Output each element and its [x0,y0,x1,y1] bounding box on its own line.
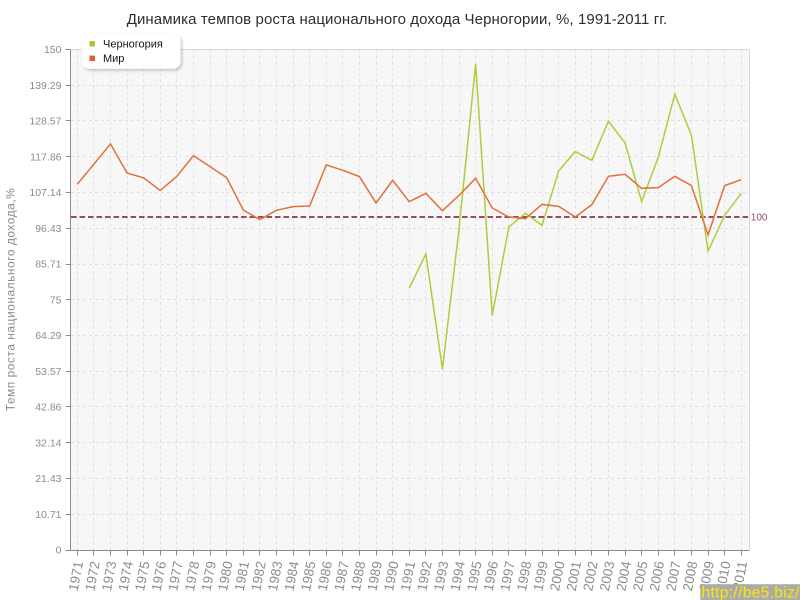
svg-text:0: 0 [56,545,62,557]
svg-text:107.14: 107.14 [29,187,61,199]
svg-text:1994: 1994 [448,559,469,592]
svg-text:150: 150 [44,44,62,56]
svg-text:100: 100 [751,212,768,223]
svg-text:1985: 1985 [298,560,318,592]
svg-text:2006: 2006 [647,560,667,592]
svg-text:1983: 1983 [265,560,285,592]
svg-text:2005: 2005 [630,560,650,592]
svg-text:1988: 1988 [348,560,368,592]
svg-text:1998: 1998 [514,560,534,592]
svg-text:Мир: Мир [103,53,124,65]
svg-text:32.14: 32.14 [35,437,61,449]
svg-text:1999: 1999 [531,560,551,592]
svg-text:2009: 2009 [697,560,717,592]
svg-text:117.86: 117.86 [30,151,61,163]
svg-text:Темп роста национального доход: Темп роста национального дохода,% [4,188,18,412]
svg-text:1976: 1976 [149,560,169,592]
svg-text:1974: 1974 [116,559,137,592]
svg-text:1980: 1980 [215,560,235,592]
svg-text:1982: 1982 [248,560,268,592]
svg-text:1989: 1989 [365,560,385,592]
svg-text:1975: 1975 [132,560,152,592]
svg-text:2007: 2007 [663,560,683,592]
svg-text:1992: 1992 [414,560,434,592]
svg-text:128.57: 128.57 [29,116,61,128]
svg-text:1993: 1993 [431,560,451,592]
svg-text:Черногория: Черногория [103,38,163,50]
svg-text:1995: 1995 [464,560,484,592]
svg-text:Динамика темпов роста национал: Динамика темпов роста национального дохо… [127,11,668,28]
svg-text:53.57: 53.57 [35,366,61,378]
svg-text:1991: 1991 [398,560,418,592]
svg-text:42.86: 42.86 [35,402,61,414]
svg-text:2001: 2001 [564,560,584,592]
svg-text:1997: 1997 [497,560,517,592]
svg-text:2008: 2008 [680,560,700,592]
svg-text:1986: 1986 [315,560,335,592]
svg-text:21.43: 21.43 [35,473,61,485]
svg-text:1990: 1990 [381,560,401,592]
svg-text:http://be5.biz/: http://be5.biz/ [702,584,800,600]
svg-text:2002: 2002 [580,560,600,592]
svg-text:2010: 2010 [713,560,733,592]
svg-text:75: 75 [50,294,62,306]
svg-text:1978: 1978 [182,560,202,592]
svg-text:2004: 2004 [614,559,635,592]
svg-text:1987: 1987 [331,560,351,592]
svg-text:1971: 1971 [66,560,86,592]
svg-text:96.43: 96.43 [35,223,61,235]
svg-text:1977: 1977 [165,560,185,592]
svg-text:1996: 1996 [481,560,501,592]
svg-text:2000: 2000 [547,560,567,592]
svg-text:1984: 1984 [282,559,303,592]
svg-text:85.71: 85.71 [35,259,61,271]
svg-text:1979: 1979 [199,560,219,592]
svg-text:1972: 1972 [82,560,102,592]
svg-text:2003: 2003 [597,560,617,592]
svg-text:1973: 1973 [99,560,119,592]
svg-text:1981: 1981 [232,560,252,592]
svg-text:2011: 2011 [730,560,750,591]
svg-text:139.29: 139.29 [29,80,61,92]
svg-text:10.71: 10.71 [35,509,61,521]
svg-text:64.29: 64.29 [35,330,61,342]
